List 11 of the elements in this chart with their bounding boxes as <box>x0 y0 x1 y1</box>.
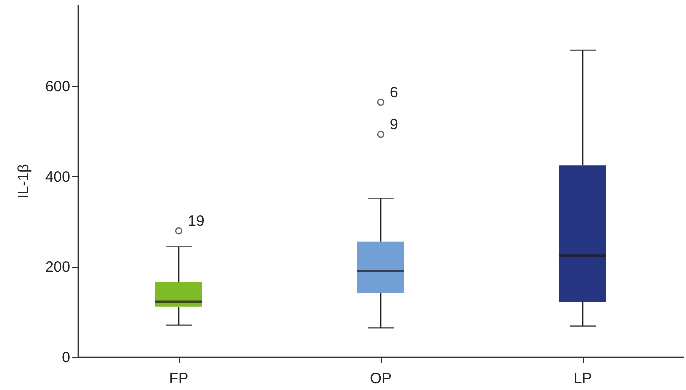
y-tick-label: 600 <box>45 78 70 96</box>
x-tick-label: LP <box>574 370 592 388</box>
x-tick-label: FP <box>169 370 189 388</box>
x-tick-label: OP <box>370 370 392 388</box>
y-tick-label: 0 <box>62 350 70 366</box>
annotation: 6 <box>390 84 398 102</box>
annotation: 19 <box>188 213 205 230</box>
y-tick-label: 200 <box>45 259 70 276</box>
annotation: 9 <box>390 116 398 134</box>
y-axis-title: IL-1β <box>15 164 32 199</box>
y-tick-label: 400 <box>45 168 70 186</box>
